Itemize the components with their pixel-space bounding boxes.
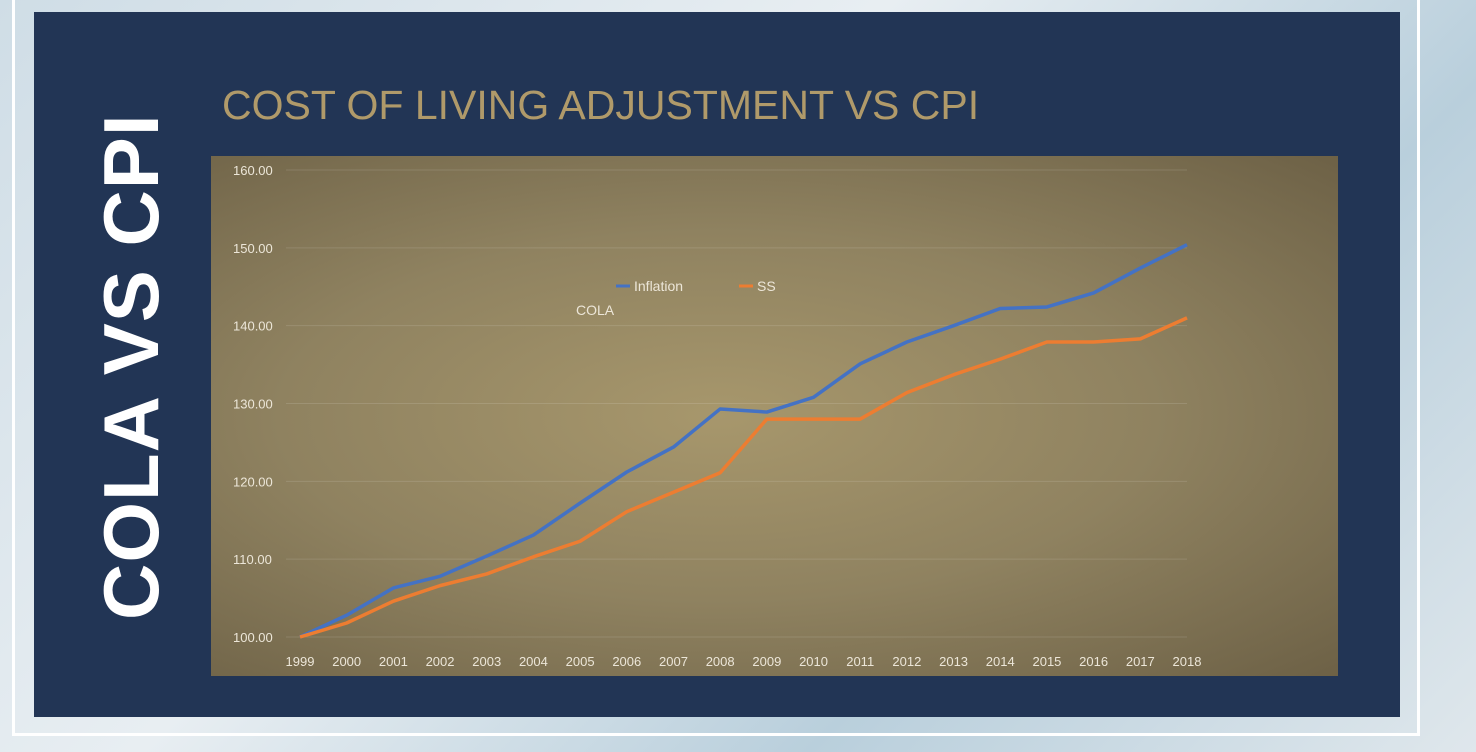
x-tick-label: 2015 (1032, 654, 1061, 669)
white-frame (12, 0, 1420, 736)
y-tick-label: 160.00 (233, 163, 273, 178)
y-tick-label: 120.00 (233, 474, 273, 489)
legend-label: Inflation (634, 278, 683, 294)
y-tick-label: 150.00 (233, 241, 273, 256)
line-chart: 100.00 110.00 120.00 130.00 140.00 150.00 160.… (233, 163, 1202, 669)
x-tick-label: 2017 (1126, 654, 1155, 669)
x-tick-label: 2004 (519, 654, 548, 669)
x-tick-label: 2016 (1079, 654, 1108, 669)
x-tick-label: 2010 (799, 654, 828, 669)
x-tick-label: 2013 (939, 654, 968, 669)
page-title: COST OF LIVING ADJUSTMENT VS CPI (222, 82, 980, 128)
x-tick-label: 2001 (379, 654, 408, 669)
y-tick-label: 140.00 (233, 319, 273, 334)
series-line-inflation (299, 243, 1188, 639)
x-tick-label: 2012 (892, 654, 921, 669)
y-tick-label: 110.00 (233, 552, 272, 567)
x-tick-label: 2005 (566, 654, 595, 669)
x-tick-label: 2009 (752, 654, 781, 669)
chart-title: COLA (576, 302, 615, 318)
x-tick-label: 2014 (986, 654, 1015, 669)
x-tick-label: 2003 (472, 654, 501, 669)
y-tick-label: 130.00 (233, 397, 273, 412)
x-tick-label: 2007 (659, 654, 688, 669)
x-tick-label: 2006 (612, 654, 641, 669)
x-tick-label: 2002 (426, 654, 455, 669)
x-tick-label: 2011 (846, 654, 874, 669)
x-tick-label: 2018 (1173, 654, 1202, 669)
x-tick-label: 2000 (332, 654, 361, 669)
y-tick-label: 100.00 (233, 630, 273, 645)
legend-label: SS (757, 278, 776, 294)
series-line-ss (299, 316, 1188, 639)
side-title: COLA VS CPI (87, 113, 175, 621)
x-tick-label: 1999 (286, 654, 315, 669)
chart-area: 100.00 110.00 120.00 130.00 140.00 150.00 160.… (211, 156, 1338, 676)
x-tick-label: 2008 (706, 654, 735, 669)
